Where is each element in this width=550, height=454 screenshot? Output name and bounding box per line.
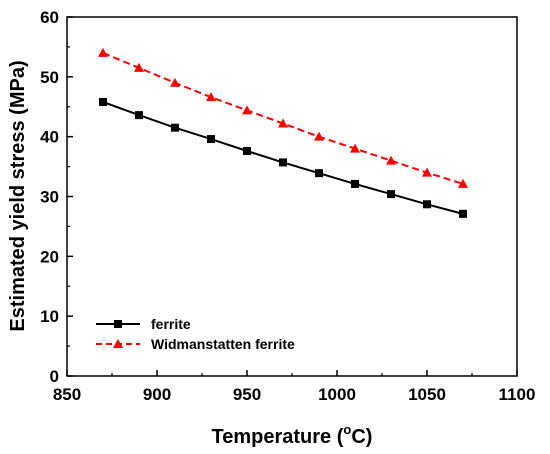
data-point-widmanstatten-ferrite [458, 178, 468, 188]
series-layer [98, 47, 468, 218]
tick-labels: 850 900 950 1000 1050 1100 0 10 20 30 40 50 60 [40, 8, 535, 404]
data-point-ferrite [279, 158, 287, 167]
ticks [66, 16, 518, 377]
data-point-widmanstatten-ferrite [206, 92, 216, 102]
legend: ferrite Widmanstatten ferrite [96, 316, 295, 352]
data-point-ferrite [387, 190, 395, 199]
data-point-widmanstatten-ferrite [242, 105, 252, 115]
y-axis-title: Estimated yield stress (MPa) [7, 60, 29, 331]
data-point-widmanstatten-ferrite [314, 131, 324, 141]
data-point-ferrite [423, 200, 431, 209]
data-point-ferrite [315, 169, 323, 178]
data-point-ferrite [243, 147, 251, 156]
data-point-widmanstatten-ferrite [386, 155, 396, 165]
y-tick-label: 40 [40, 128, 59, 147]
y-tick-label: 30 [40, 188, 59, 207]
x-axis-title: Temperature (oC) [212, 422, 373, 448]
data-point-widmanstatten-ferrite [350, 143, 360, 153]
y-tick-label: 60 [40, 8, 59, 27]
y-tick-label: 0 [50, 367, 59, 386]
data-point-ferrite [207, 135, 215, 144]
legend-marker-widmanstatten [113, 339, 123, 348]
data-point-widmanstatten-ferrite [422, 167, 432, 177]
legend-label-ferrite: ferrite [151, 316, 191, 332]
data-point-ferrite [171, 123, 179, 132]
data-point-widmanstatten-ferrite [134, 62, 144, 72]
plot-frame [66, 16, 518, 377]
legend-marker-ferrite [114, 320, 122, 328]
data-point-widmanstatten-ferrite [170, 77, 180, 87]
x-tick-label: 1050 [408, 385, 446, 404]
x-axis-title-degree: o [343, 422, 351, 437]
x-tick-label: 950 [233, 385, 261, 404]
x-axis-title-unit: C) [351, 426, 372, 448]
data-point-ferrite [99, 97, 107, 106]
x-tick-label: 850 [53, 385, 81, 404]
data-point-ferrite [459, 209, 467, 218]
data-point-ferrite [135, 111, 143, 120]
data-point-widmanstatten-ferrite [98, 47, 108, 57]
y-tick-label: 20 [40, 247, 59, 266]
y-tick-label: 50 [40, 68, 59, 87]
legend-label-widmanstatten: Widmanstatten ferrite [151, 336, 295, 352]
x-tick-label: 1000 [318, 385, 356, 404]
y-tick-label: 10 [40, 307, 59, 326]
data-point-widmanstatten-ferrite [278, 118, 288, 128]
x-tick-label: 1100 [499, 385, 536, 404]
data-point-ferrite [351, 179, 359, 188]
x-axis-title-text: Temperature ( [212, 426, 344, 448]
x-tick-label: 900 [143, 385, 171, 404]
